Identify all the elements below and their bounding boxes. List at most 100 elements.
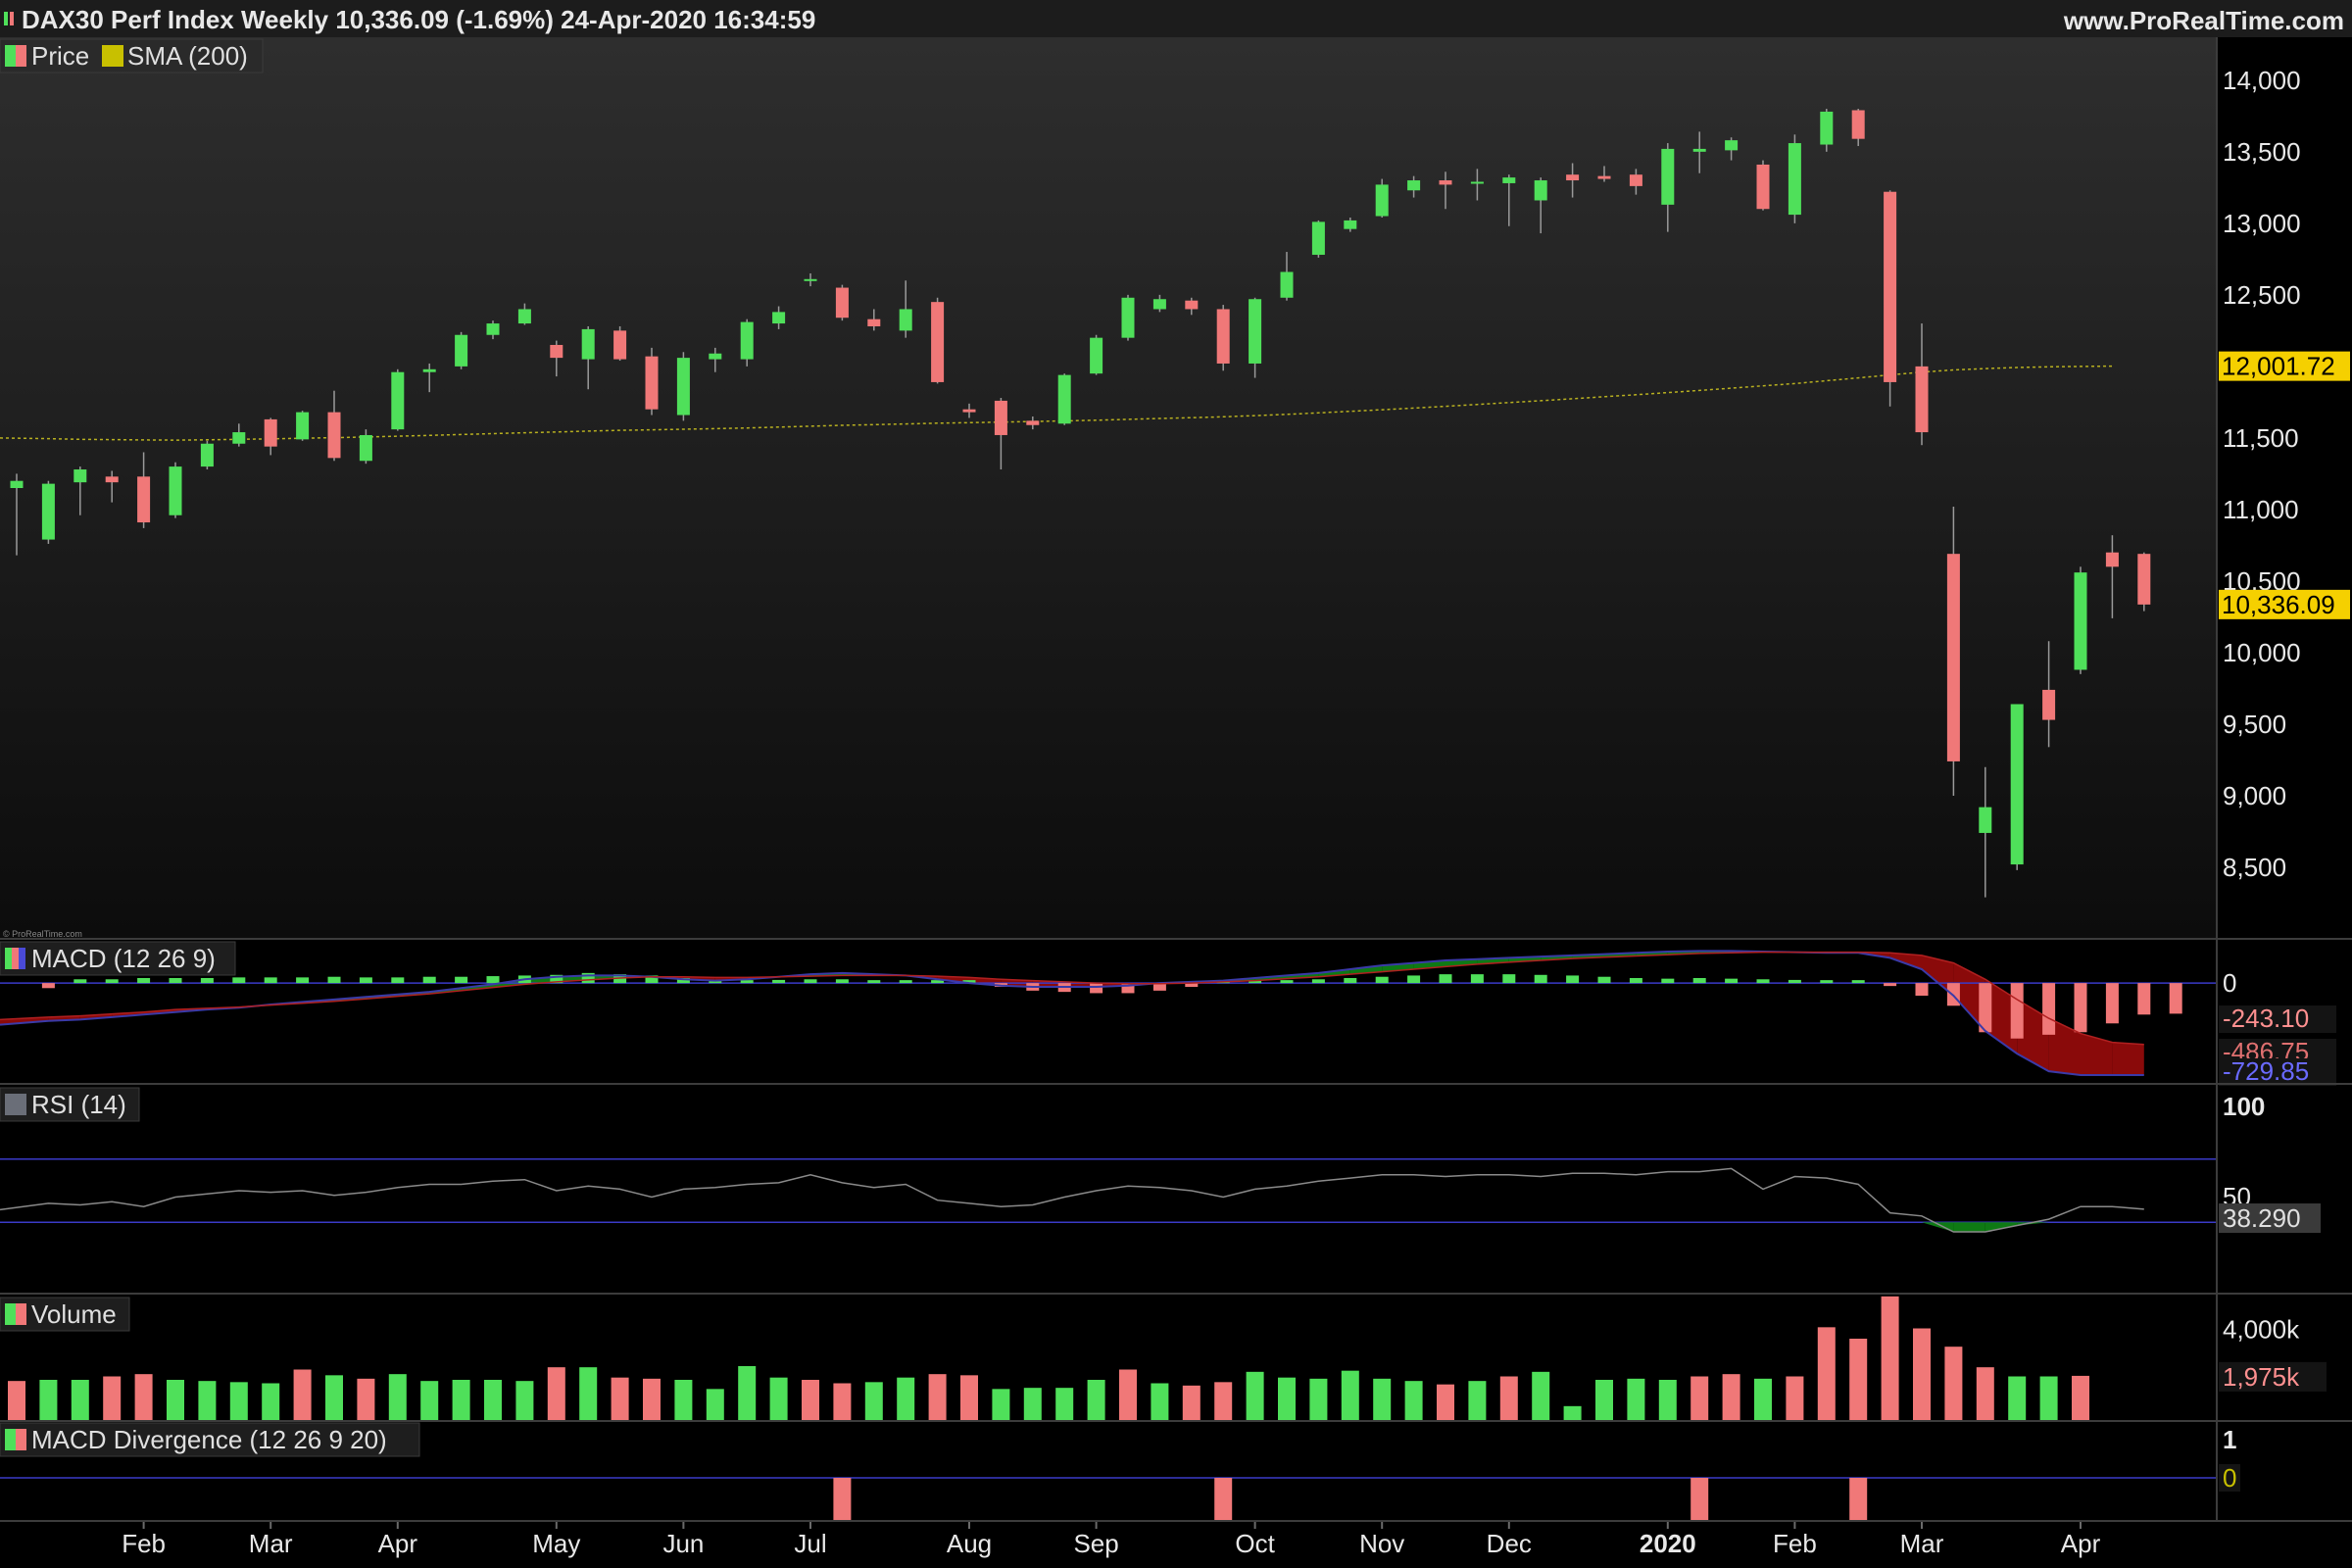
macd-histogram-bar [359,977,372,984]
candle-body-down [2042,689,2056,720]
price-tick-label: 8,500 [2223,853,2286,882]
macd-value-label: -243.10 [2223,1004,2309,1033]
candle [1820,109,1834,152]
volume-bar [325,1375,343,1421]
website-link[interactable]: www.ProRealTime.com [2063,6,2344,35]
divergence-value-tag [2219,1464,2240,1492]
candle-body-up [899,309,912,331]
macd-histogram-bar [137,978,151,984]
macd-legend: MACD (12 26 9) [0,941,236,976]
macd-divergence-plot [0,1477,2217,1521]
candle [1915,323,1929,446]
date-tick-label: May [532,1529,580,1558]
volume-bar [897,1377,915,1421]
volume-bar [1658,1380,1677,1421]
sma-value-label: 12,001.72 [2222,352,2335,381]
candle [391,368,405,431]
macd-plot [0,950,2217,1076]
candle-body-down [1629,174,1642,186]
date-tick-label: 2020 [1640,1529,1696,1558]
candle-body-down [645,356,659,410]
candle-body-down [1566,174,1580,181]
price-tick-label: 11,000 [2223,495,2299,524]
candle-body-up [1344,220,1357,229]
macd-histogram-bar [962,980,976,984]
date-tick-label: Feb [122,1529,166,1558]
volume-bar [1309,1378,1328,1421]
candle [327,390,341,462]
candle-body-up [1407,180,1421,191]
candle-body-up [1534,180,1547,201]
price-tick-label: 10,000 [2223,638,2301,667]
macd-histogram-bar [2169,983,2182,1014]
last-price-tag [2219,589,2350,619]
macd-signal-fill [2048,1018,2081,1075]
date-tick-label: Dec [1487,1529,1532,1558]
macd-histogram-bar [74,979,87,984]
candle-body-up [1725,140,1739,151]
rsi-oversold-fill [1953,1222,1985,1232]
candle [2010,704,2024,870]
macd-histogram-bar [1534,974,1547,984]
volume-bar [1881,1296,1899,1421]
macd-histogram-bar [2042,983,2056,1035]
macd-histogram-bar [455,976,468,984]
macd-histogram-bar [1249,980,1262,984]
candle-body-down [1026,420,1040,425]
candle-body-down [1756,164,1770,210]
divergence-swatch-down [16,1429,26,1450]
date-tick-label: Jun [662,1529,704,1558]
price-legend: Price SMA (200) [0,38,264,74]
candle-body-up [2074,572,2087,670]
candle [899,280,912,338]
watermark: © ProRealTime.com [3,929,82,939]
date-tick-label: Oct [1235,1529,1275,1558]
date-tick-label: Mar [249,1529,293,1558]
candle-body-up [1820,111,1834,145]
macd-histogram-bar [1820,980,1834,984]
macd-histogram-bar [1439,974,1452,984]
divergence-legend: MACD Divergence (12 26 9 20) [0,1422,420,1457]
candle-body-down [264,418,277,447]
chart-title: DAX30 Perf Index Weekly 10,336.09 (-1.69… [22,5,815,34]
date-tick-label: Apr [378,1529,418,1558]
sma-legend-swatch [102,45,123,67]
candle-body-up [1311,221,1325,255]
volume-bar [1817,1327,1836,1421]
volume-bar [1627,1378,1645,1421]
candle-body-up [455,334,468,367]
date-axis: Feb Mar Apr May Jun Jul Aug Sep Oct Nov Dec 2020 Feb… [122,1521,2101,1558]
legend-macd: MACD (12 26 9) [31,944,216,973]
candle [10,473,24,556]
date-tick-label: Feb [1773,1529,1817,1558]
macd-histogram-bar [1788,979,1801,984]
candle [2042,641,2056,748]
volume-bar [802,1380,819,1421]
macd-histogram-bar [1629,978,1642,984]
candles-group [10,109,2151,898]
candle-body-down [2105,552,2119,567]
candle-body-down [994,400,1007,435]
candle-body-up [517,309,531,324]
candle [1788,134,1801,223]
macd-histogram-bar [1597,976,1611,984]
volume-bar [738,1366,757,1421]
rsi-value-tag [2219,1203,2321,1233]
macd-histogram-bar [2010,983,2024,1039]
candle [200,440,214,470]
candle-body-down [867,318,881,326]
volume-bar [515,1381,534,1421]
price-legend-swatch-up [5,45,16,67]
volume-bar [960,1375,978,1421]
candle [1090,334,1103,375]
volume-value-label: 1,975k [2223,1362,2300,1392]
rsi-plot [0,1157,2217,1233]
candle-body-down [2137,554,2151,605]
macd-histogram-bar [232,977,246,984]
candle-body-down [1185,300,1199,310]
candle-body-up [74,469,87,483]
candle [169,462,182,518]
candle-body-up [709,353,722,360]
volume-bar [1055,1388,1074,1421]
macd-histogram-bar [1502,974,1516,984]
